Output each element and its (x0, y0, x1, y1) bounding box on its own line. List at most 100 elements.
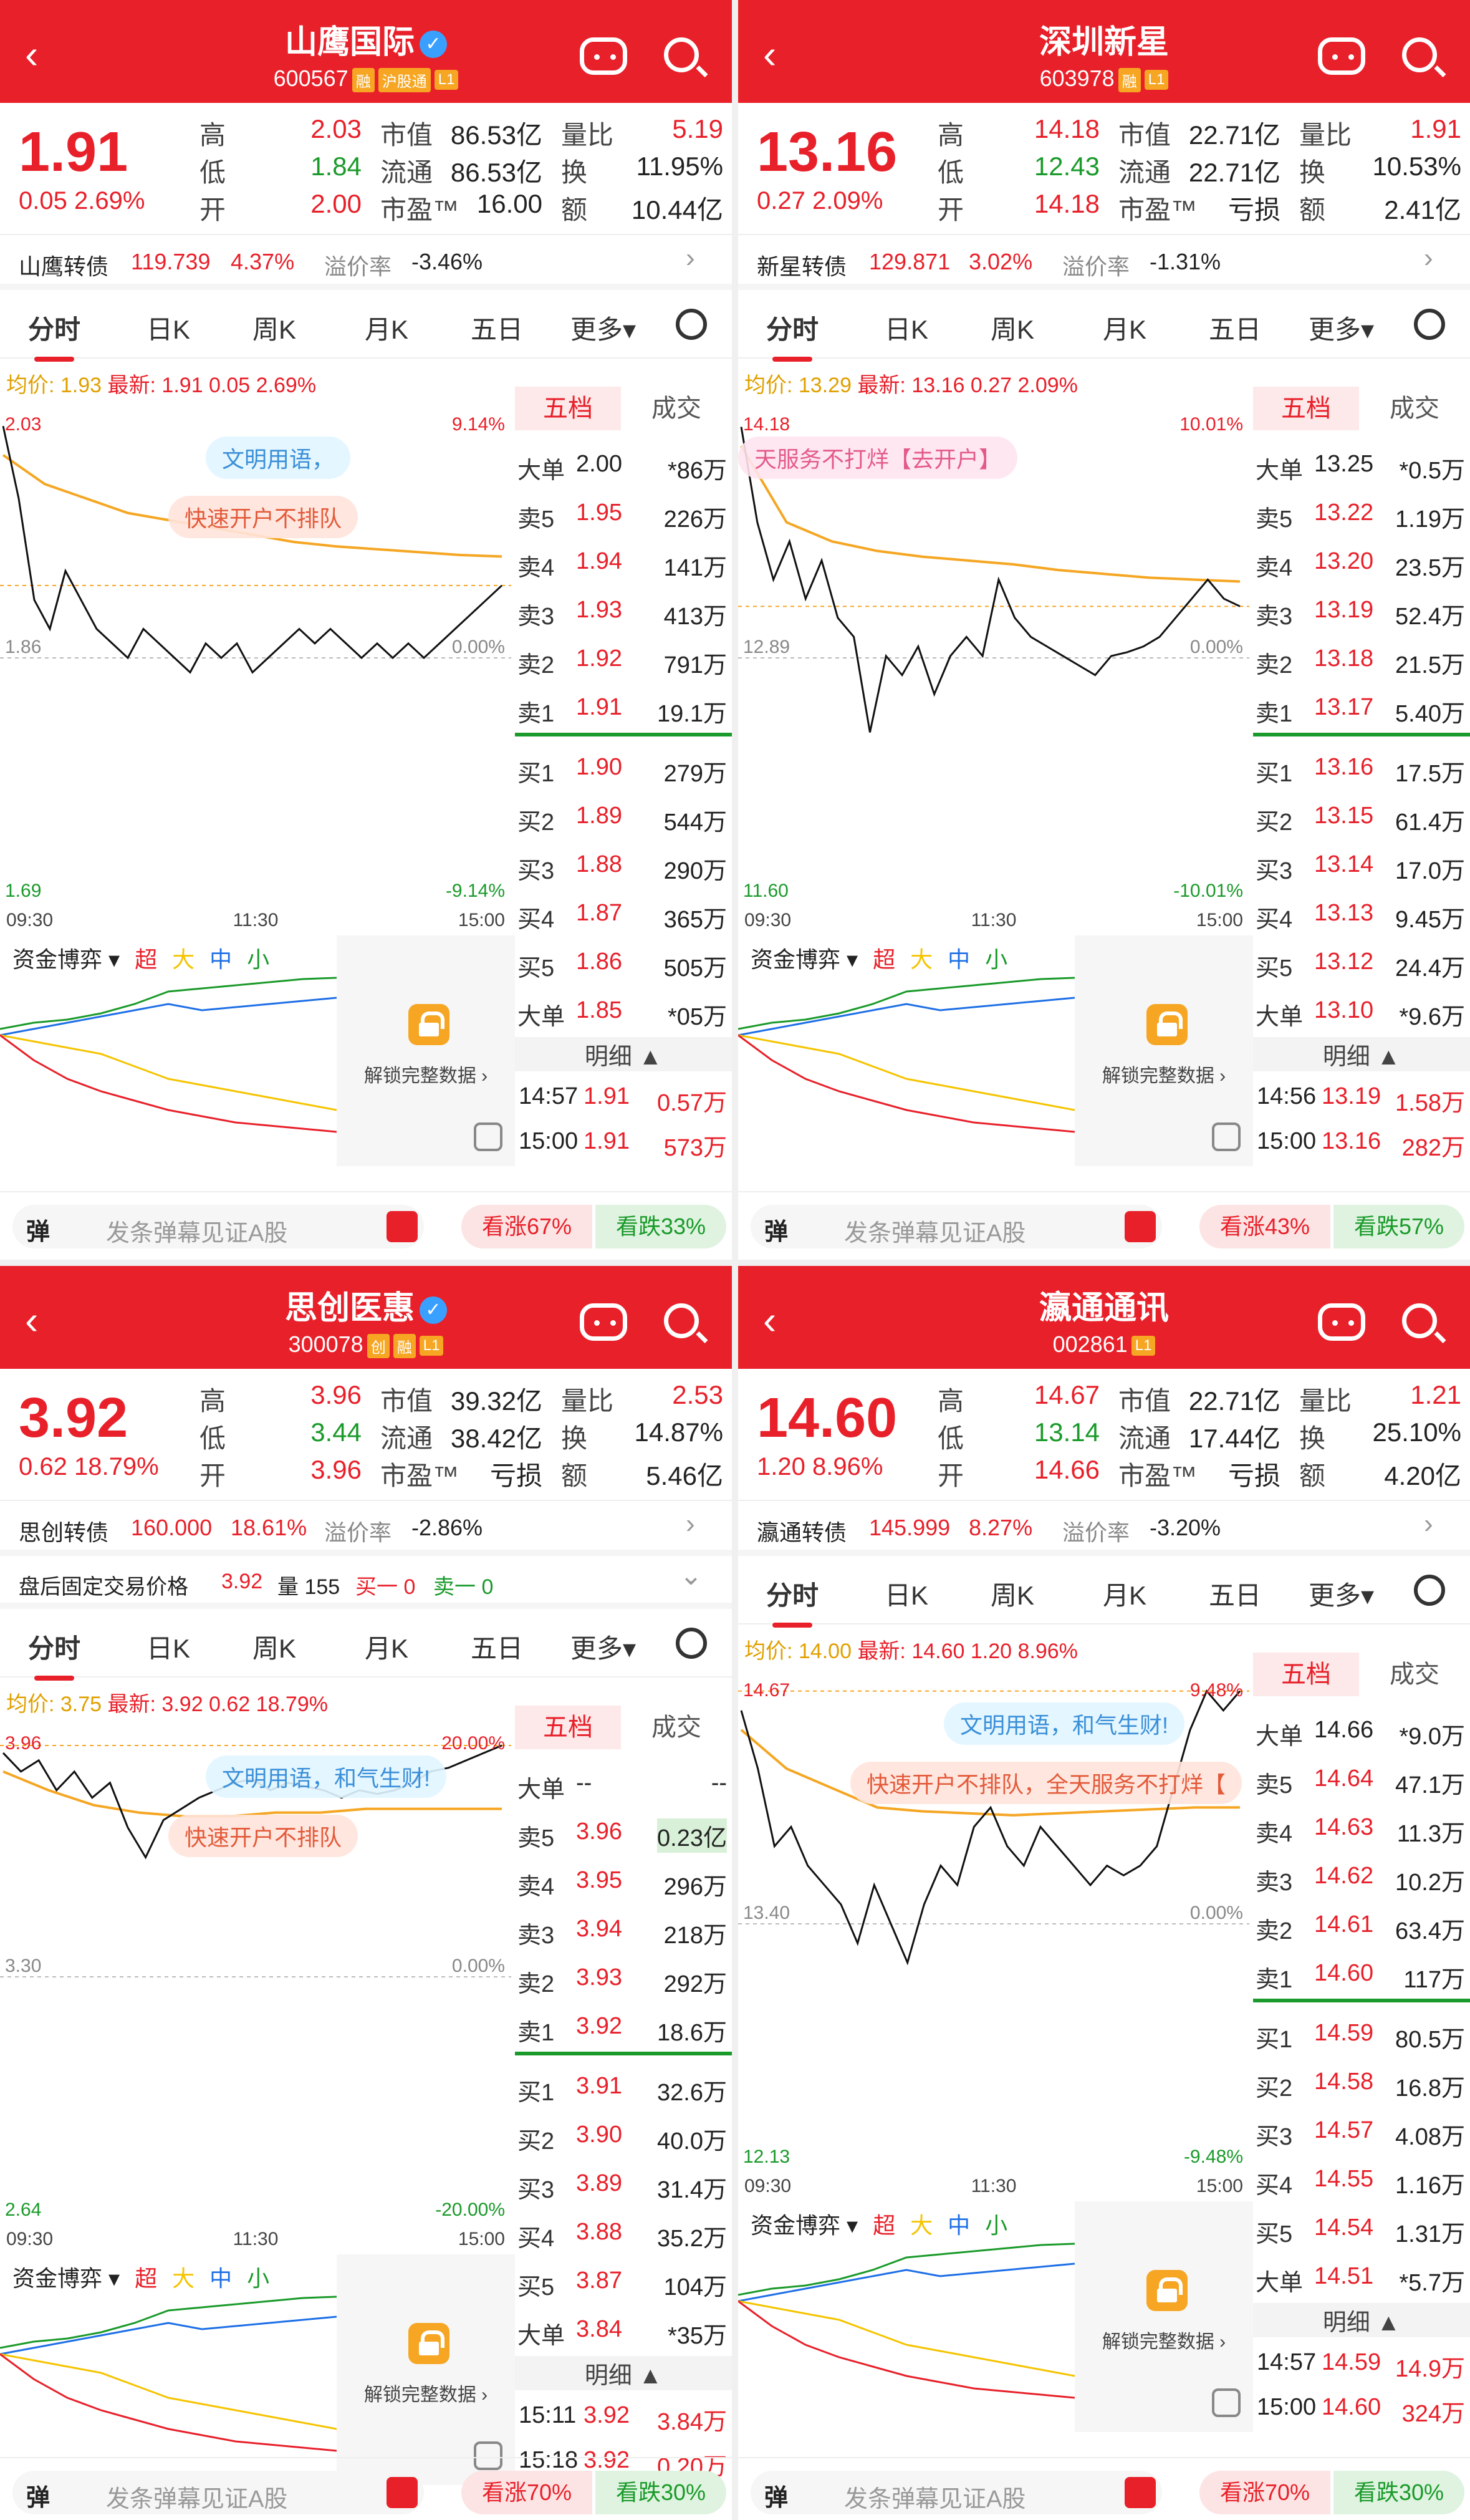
convertible-bond-row[interactable]: 新星转债 129.871 3.02% 溢价率 -1.31% › (738, 234, 1470, 290)
search-icon[interactable] (1402, 37, 1437, 72)
trades-tab[interactable]: 成交 (651, 395, 701, 422)
detail-toggle[interactable]: 明细 ▲ (1253, 2303, 1470, 2337)
tab-1[interactable]: 日K (885, 1581, 929, 1610)
tab-2[interactable]: 周K (991, 315, 1035, 344)
capital-flow-label[interactable]: 资金博弈 ▾ (12, 2266, 120, 2291)
tab-2[interactable]: 周K (252, 1634, 297, 1663)
five-levels-tab[interactable]: 五档 (515, 1706, 621, 1749)
danmu-hint: 发条弹幕见证A股 (844, 2486, 1026, 2513)
gift-icon[interactable] (387, 1211, 418, 1242)
danmu-input[interactable]: 弹 发条弹幕见证A股 (751, 1205, 1162, 1248)
expand-icon[interactable] (474, 2441, 502, 2470)
tab-2[interactable]: 周K (252, 315, 297, 344)
avg-price-line (740, 445, 1241, 583)
tab-1[interactable]: 日K (147, 1634, 191, 1663)
order-volume: 40.0万 (657, 2128, 727, 2155)
tab-0[interactable]: 分时 (766, 1575, 819, 1628)
trades-tab[interactable]: 成交 (1390, 1661, 1439, 1688)
search-icon[interactable] (664, 1303, 699, 1338)
expand-icon[interactable] (1212, 2388, 1241, 2417)
bearish-button[interactable]: 看跌57% (1333, 1205, 1464, 1248)
chevron-right-icon[interactable]: › (1424, 243, 1433, 273)
unlock-overlay[interactable]: 解锁完整数据 › (1075, 935, 1253, 1166)
trades-tab[interactable]: 成交 (1390, 395, 1439, 422)
bullish-button[interactable]: 看涨70% (1199, 2471, 1330, 2514)
robot-icon[interactable] (1318, 1303, 1365, 1341)
danmu-input[interactable]: 弹 发条弹幕见证A股 (751, 2471, 1162, 2514)
stock-tag: 融 (352, 67, 375, 92)
intraday-chart[interactable]: 3.96 3.30 2.64 20.00% 0.00% -20.00% 09:30 11:30… (0, 1718, 511, 2249)
tab-5[interactable]: 更多▾ (570, 1634, 637, 1663)
bearish-button[interactable]: 看跌30% (595, 2471, 726, 2514)
chevron-right-icon[interactable]: › (686, 1509, 695, 1539)
intraday-chart[interactable]: 14.67 13.40 12.13 9.48% 0.00% -9.48% 09:30 11:3… (738, 1665, 1249, 2196)
capital-flow-label[interactable]: 资金博弈 ▾ (751, 947, 858, 972)
unlock-overlay[interactable]: 解锁完整数据 › (337, 935, 515, 1166)
convertible-bond-row[interactable]: 山鹰转债 119.739 4.37% 溢价率 -3.46% › (0, 234, 732, 290)
tab-4[interactable]: 五日 (1209, 315, 1262, 344)
back-icon[interactable]: ‹ (763, 32, 777, 77)
expand-icon[interactable] (1212, 1122, 1241, 1151)
tab-0[interactable]: 分时 (766, 309, 819, 362)
robot-icon[interactable] (580, 1303, 627, 1341)
expand-icon[interactable] (474, 1122, 502, 1151)
tab-3[interactable]: 月K (365, 1634, 409, 1663)
danmu-input[interactable]: 弹 发条弹幕见证A股 (12, 1205, 424, 1248)
unlock-overlay[interactable]: 解锁完整数据 › (337, 2254, 515, 2485)
bullish-button[interactable]: 看涨67% (461, 1205, 592, 1248)
settings-gear-icon[interactable] (1414, 309, 1445, 340)
back-icon[interactable]: ‹ (25, 1298, 39, 1343)
bearish-button[interactable]: 看跌30% (1333, 2471, 1464, 2514)
five-levels-tab[interactable]: 五档 (1253, 1653, 1359, 1696)
tab-3[interactable]: 月K (365, 315, 409, 344)
robot-icon[interactable] (1318, 37, 1365, 75)
convertible-bond-row[interactable]: 思创转债 160.000 18.61% 溢价率 -2.86% › (0, 1500, 732, 1556)
back-icon[interactable]: ‹ (25, 32, 39, 77)
tab-4[interactable]: 五日 (471, 315, 524, 344)
tab-1[interactable]: 日K (147, 315, 191, 344)
five-levels-tab[interactable]: 五档 (1253, 387, 1359, 430)
bullish-button[interactable]: 看涨43% (1199, 1205, 1330, 1248)
search-icon[interactable] (664, 37, 699, 72)
search-icon[interactable] (1402, 1303, 1437, 1338)
chevron-right-icon[interactable]: › (1424, 1509, 1433, 1539)
trade-row: 15:11 3.92 3.84万 (515, 2392, 732, 2437)
tab-3[interactable]: 月K (1103, 1581, 1147, 1610)
five-levels-tab[interactable]: 五档 (515, 387, 621, 430)
tab-0[interactable]: 分时 (28, 1628, 80, 1681)
tab-4[interactable]: 五日 (471, 1634, 524, 1663)
detail-toggle[interactable]: 明细 ▲ (515, 1037, 732, 1071)
tab-5[interactable]: 更多▾ (1309, 1581, 1375, 1610)
chevron-right-icon[interactable]: › (686, 243, 695, 273)
convertible-bond-row[interactable]: 瀛通转债 145.999 8.27% 溢价率 -3.20% › (738, 1500, 1470, 1556)
capital-flow-label[interactable]: 资金博弈 ▾ (12, 947, 120, 972)
gift-icon[interactable] (1125, 1211, 1156, 1242)
label-low: 低 (199, 1424, 226, 1453)
tab-5[interactable]: 更多▾ (570, 315, 637, 344)
tab-5[interactable]: 更多▾ (1309, 315, 1375, 344)
tab-3[interactable]: 月K (1103, 315, 1147, 344)
back-icon[interactable]: ‹ (763, 1298, 777, 1343)
trades-tab[interactable]: 成交 (651, 1714, 701, 1741)
bearish-button[interactable]: 看跌33% (595, 1205, 726, 1248)
intraday-chart[interactable]: 14.18 12.89 11.60 10.01% 0.00% -10.01% 09:30 11… (738, 399, 1249, 930)
detail-toggle[interactable]: 明细 ▲ (1253, 1037, 1470, 1071)
tab-0[interactable]: 分时 (28, 309, 80, 362)
detail-toggle[interactable]: 明细 ▲ (515, 2356, 732, 2390)
intraday-chart[interactable]: 2.03 1.86 1.69 9.14% 0.00% -9.14% 09:30 11:30 15… (0, 399, 511, 930)
tab-4[interactable]: 五日 (1209, 1581, 1262, 1610)
settings-gear-icon[interactable] (676, 1628, 707, 1659)
gift-icon[interactable] (387, 2477, 418, 2508)
bullish-button[interactable]: 看涨70% (461, 2471, 592, 2514)
chevron-down-icon[interactable]: ⌄ (680, 1560, 703, 1591)
danmu-input[interactable]: 弹 发条弹幕见证A股 (12, 2471, 424, 2514)
gift-icon[interactable] (1125, 2477, 1156, 2508)
trade-volume: 14.9万 (1395, 2356, 1465, 2382)
robot-icon[interactable] (580, 37, 627, 75)
settings-gear-icon[interactable] (676, 309, 707, 340)
capital-flow-label[interactable]: 资金博弈 ▾ (751, 2213, 858, 2238)
tab-2[interactable]: 周K (991, 1581, 1035, 1610)
tab-1[interactable]: 日K (885, 315, 929, 344)
unlock-overlay[interactable]: 解锁完整数据 › (1075, 2201, 1253, 2432)
settings-gear-icon[interactable] (1414, 1575, 1445, 1606)
